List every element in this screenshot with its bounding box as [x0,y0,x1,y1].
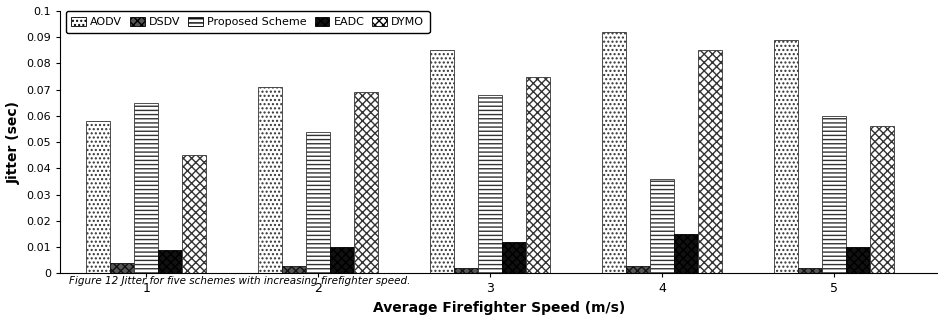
Bar [354,92,379,273]
Bar [430,50,454,273]
Bar [798,268,822,273]
Bar [526,77,550,273]
Bar [870,127,894,273]
Bar [159,250,182,273]
Bar [650,179,674,273]
Bar [330,247,354,273]
X-axis label: Average Firefighter Speed (m/s): Average Firefighter Speed (m/s) [373,301,625,315]
Bar [478,95,502,273]
Bar [822,116,846,273]
Bar [86,121,110,273]
Bar [182,155,207,273]
Y-axis label: Jitter (sec): Jitter (sec) [7,101,21,184]
Bar [258,87,282,273]
Bar [846,247,870,273]
Bar [110,263,134,273]
Legend: AODV, DSDV, Proposed Scheme, EADC, DYMO: AODV, DSDV, Proposed Scheme, EADC, DYMO [66,11,430,33]
Bar [699,50,722,273]
Bar [626,266,650,273]
Bar [502,242,526,273]
Bar [306,132,330,273]
Bar [674,234,699,273]
Bar [282,266,306,273]
Text: Figure 12 Jitter for five schemes with increasing firefighter speed.: Figure 12 Jitter for five schemes with i… [69,276,411,286]
Bar [774,40,798,273]
Bar [454,268,478,273]
Bar [134,103,159,273]
Bar [602,32,626,273]
